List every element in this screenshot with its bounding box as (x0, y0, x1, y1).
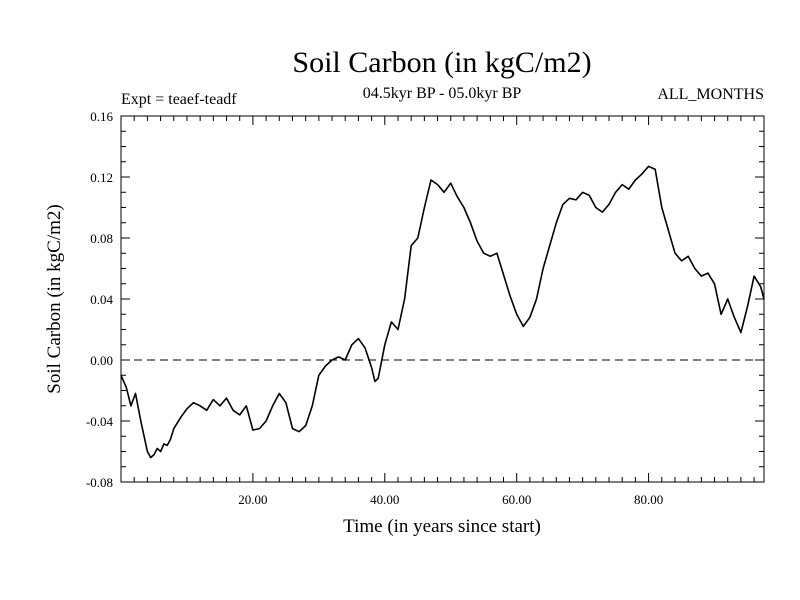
y-tick-label: 0.08 (90, 231, 113, 246)
axis-ticks (121, 116, 764, 482)
series-line-0 (120, 165, 765, 459)
series-group (120, 165, 765, 459)
y-tick-label: 0.16 (90, 109, 113, 124)
x-tick-label: 80.00 (634, 492, 663, 507)
x-tick-label: 60.00 (502, 492, 531, 507)
tick-labels: 20.00 40.00 60.00 80.00 -0.08 -0.04 0.00 0.04 0.… (86, 109, 663, 507)
plot-area (120, 115, 765, 483)
plot-frame (120, 115, 765, 483)
experiment-label: Expt = teaef-teadf (121, 91, 237, 108)
y-axis-label: Soil Carbon (in kgC/m2) (44, 204, 65, 393)
y-tick-label: 0.00 (90, 353, 113, 368)
y-tick-label: 0.04 (90, 292, 113, 307)
y-tick-label: -0.08 (86, 475, 113, 490)
chart-subtitle: 04.5kyr BP - 05.0kyr BP (363, 85, 522, 102)
x-tick-label: 20.00 (238, 492, 267, 507)
months-label: ALL_MONTHS (657, 86, 764, 103)
y-tick-label: 0.12 (90, 170, 113, 185)
x-tick-label: 40.00 (370, 492, 399, 507)
y-tick-label: -0.04 (86, 414, 114, 429)
x-axis-label: Time (in years since start) (343, 516, 541, 537)
chart-title: Soil Carbon (in kgC/m2) (292, 46, 591, 79)
